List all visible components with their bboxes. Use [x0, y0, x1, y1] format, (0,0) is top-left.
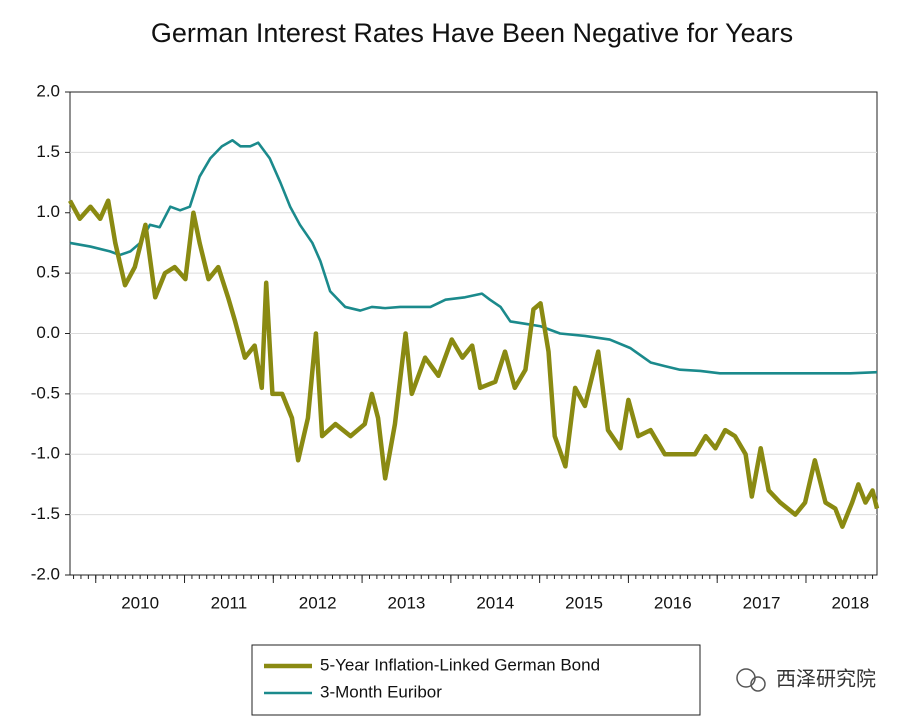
y-tick-label: -1.5 [31, 504, 60, 523]
legend-box [251, 644, 701, 716]
y-tick-label: -2.0 [31, 564, 60, 583]
x-tick-label: 2014 [476, 593, 514, 612]
x-tick-label: 2013 [388, 593, 426, 612]
y-tick-label: 0.0 [36, 323, 60, 342]
x-tick-label: 2011 [211, 593, 248, 612]
x-tick-label: 2012 [299, 593, 337, 612]
legend-label: 3-Month Euribor [320, 682, 442, 701]
watermark-icon [736, 668, 756, 688]
x-tick-label: 2018 [831, 593, 869, 612]
x-tick-label: 2015 [565, 593, 603, 612]
y-tick-label: -0.5 [31, 383, 60, 402]
y-tick-label: 2.0 [36, 81, 60, 100]
y-tick-label: 1.0 [36, 202, 60, 221]
y-tick-label: 1.5 [36, 142, 60, 161]
watermark-text: 西泽研究院 [776, 667, 876, 690]
x-tick-label: 2017 [743, 593, 781, 612]
chart-title: German Interest Rates Have Been Negative… [151, 18, 793, 48]
x-tick-label: 2016 [654, 593, 692, 612]
watermark-icon [750, 676, 766, 692]
y-tick-label: -1.0 [31, 444, 60, 463]
series-line [69, 139, 878, 375]
watermark: 西泽研究院 [736, 667, 876, 692]
x-tick-label: 2010 [121, 593, 159, 612]
y-tick-label: 0.5 [36, 263, 60, 282]
series-line [68, 198, 880, 529]
legend-label: 5-Year Inflation-Linked German Bond [320, 655, 600, 674]
